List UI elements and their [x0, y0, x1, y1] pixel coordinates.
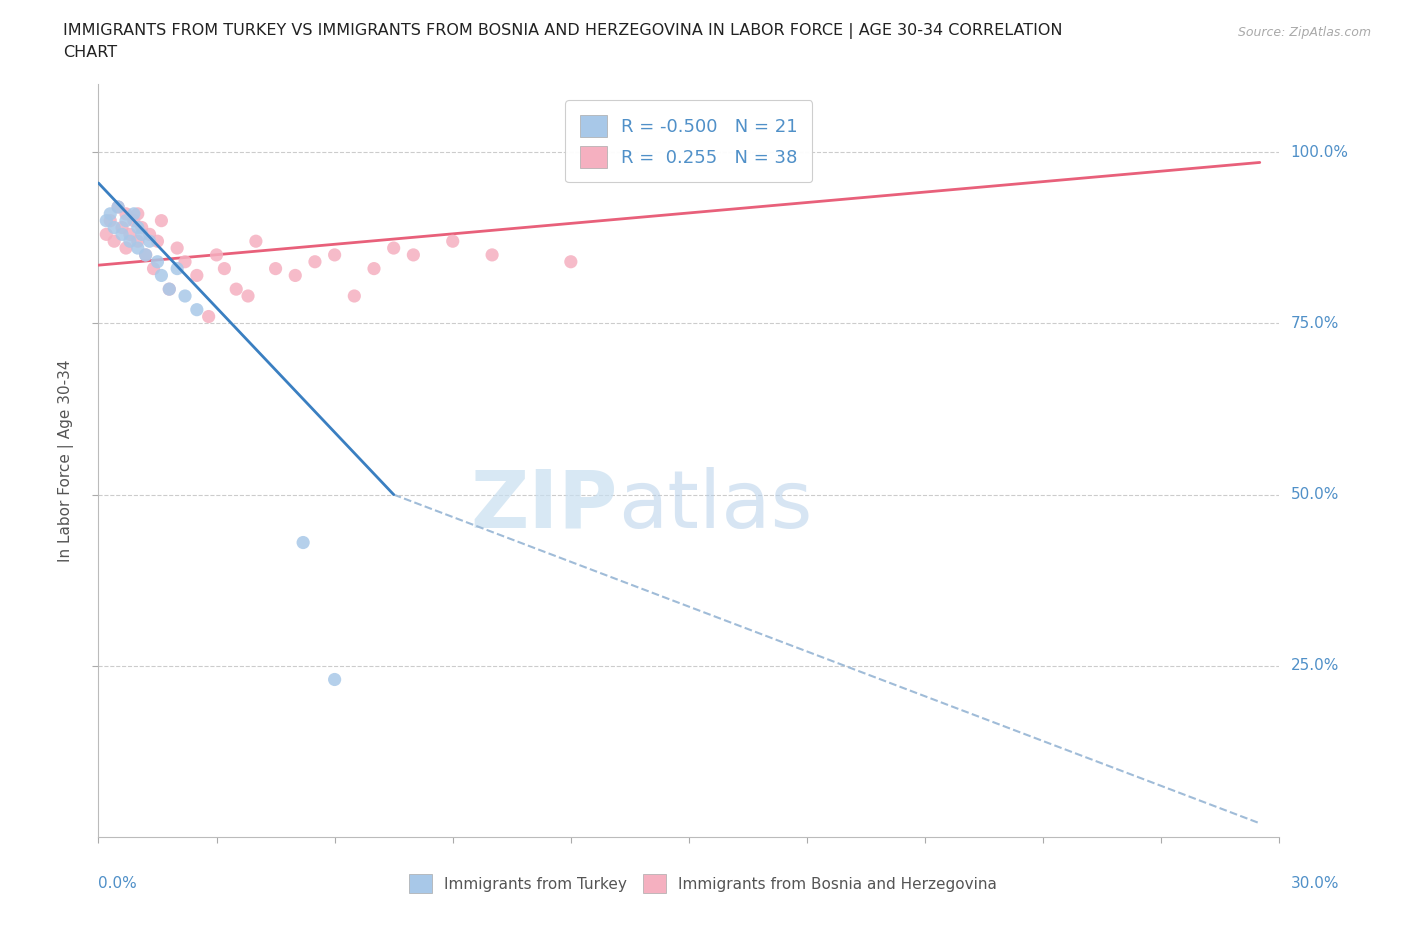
Point	[304, 254, 326, 269]
Point	[103, 220, 125, 235]
Point	[146, 254, 169, 269]
Point	[115, 206, 138, 221]
Text: 100.0%: 100.0%	[1291, 145, 1348, 160]
Point	[107, 200, 129, 215]
Point	[131, 220, 153, 235]
Text: Source: ZipAtlas.com: Source: ZipAtlas.com	[1237, 26, 1371, 39]
Point	[96, 213, 118, 228]
Text: CHART: CHART	[63, 45, 117, 60]
Text: atlas: atlas	[619, 467, 813, 545]
Text: ZIP: ZIP	[471, 467, 619, 545]
Legend: R = -0.500   N = 21, R =  0.255   N = 38: R = -0.500 N = 21, R = 0.255 N = 38	[565, 100, 813, 182]
Point	[142, 261, 165, 276]
Point	[127, 233, 149, 248]
Legend: Immigrants from Turkey, Immigrants from Bosnia and Herzegovina: Immigrants from Turkey, Immigrants from …	[404, 869, 1002, 899]
Point	[103, 233, 125, 248]
Point	[115, 213, 138, 228]
Point	[363, 261, 385, 276]
Point	[150, 268, 173, 283]
Point	[111, 227, 134, 242]
Point	[236, 288, 259, 303]
Text: IMMIGRANTS FROM TURKEY VS IMMIGRANTS FROM BOSNIA AND HERZEGOVINA IN LABOR FORCE : IMMIGRANTS FROM TURKEY VS IMMIGRANTS FRO…	[63, 23, 1063, 39]
Point	[131, 227, 153, 242]
Point	[135, 247, 157, 262]
Point	[157, 282, 180, 297]
Point	[205, 247, 228, 262]
Point	[96, 227, 118, 242]
Point	[343, 288, 366, 303]
Y-axis label: In Labor Force | Age 30-34: In Labor Force | Age 30-34	[58, 359, 75, 562]
Text: 50.0%: 50.0%	[1291, 487, 1339, 502]
Point	[138, 233, 160, 248]
Point	[245, 233, 267, 248]
Point	[186, 268, 208, 283]
Point	[150, 213, 173, 228]
Point	[284, 268, 307, 283]
Point	[127, 206, 149, 221]
Point	[186, 302, 208, 317]
Point	[560, 254, 582, 269]
Point	[135, 247, 157, 262]
Text: 25.0%: 25.0%	[1291, 658, 1339, 673]
Point	[118, 233, 141, 248]
Text: 75.0%: 75.0%	[1291, 316, 1339, 331]
Point	[98, 213, 121, 228]
Point	[138, 227, 160, 242]
Point	[441, 233, 464, 248]
Point	[111, 220, 134, 235]
Point	[98, 206, 121, 221]
Point	[166, 261, 188, 276]
Point	[122, 213, 145, 228]
Point	[323, 247, 346, 262]
Point	[225, 282, 247, 297]
Point	[214, 261, 236, 276]
Point	[157, 282, 180, 297]
Point	[292, 535, 315, 550]
Text: 30.0%: 30.0%	[1291, 876, 1339, 891]
Point	[107, 200, 129, 215]
Point	[122, 206, 145, 221]
Point	[402, 247, 425, 262]
Point	[146, 233, 169, 248]
Point	[127, 241, 149, 256]
Point	[264, 261, 287, 276]
Point	[323, 672, 346, 687]
Point	[166, 241, 188, 256]
Point	[118, 227, 141, 242]
Point	[115, 241, 138, 256]
Point	[197, 309, 219, 324]
Point	[174, 254, 197, 269]
Point	[127, 220, 149, 235]
Text: 0.0%: 0.0%	[98, 876, 138, 891]
Point	[382, 241, 405, 256]
Point	[481, 247, 503, 262]
Point	[174, 288, 197, 303]
